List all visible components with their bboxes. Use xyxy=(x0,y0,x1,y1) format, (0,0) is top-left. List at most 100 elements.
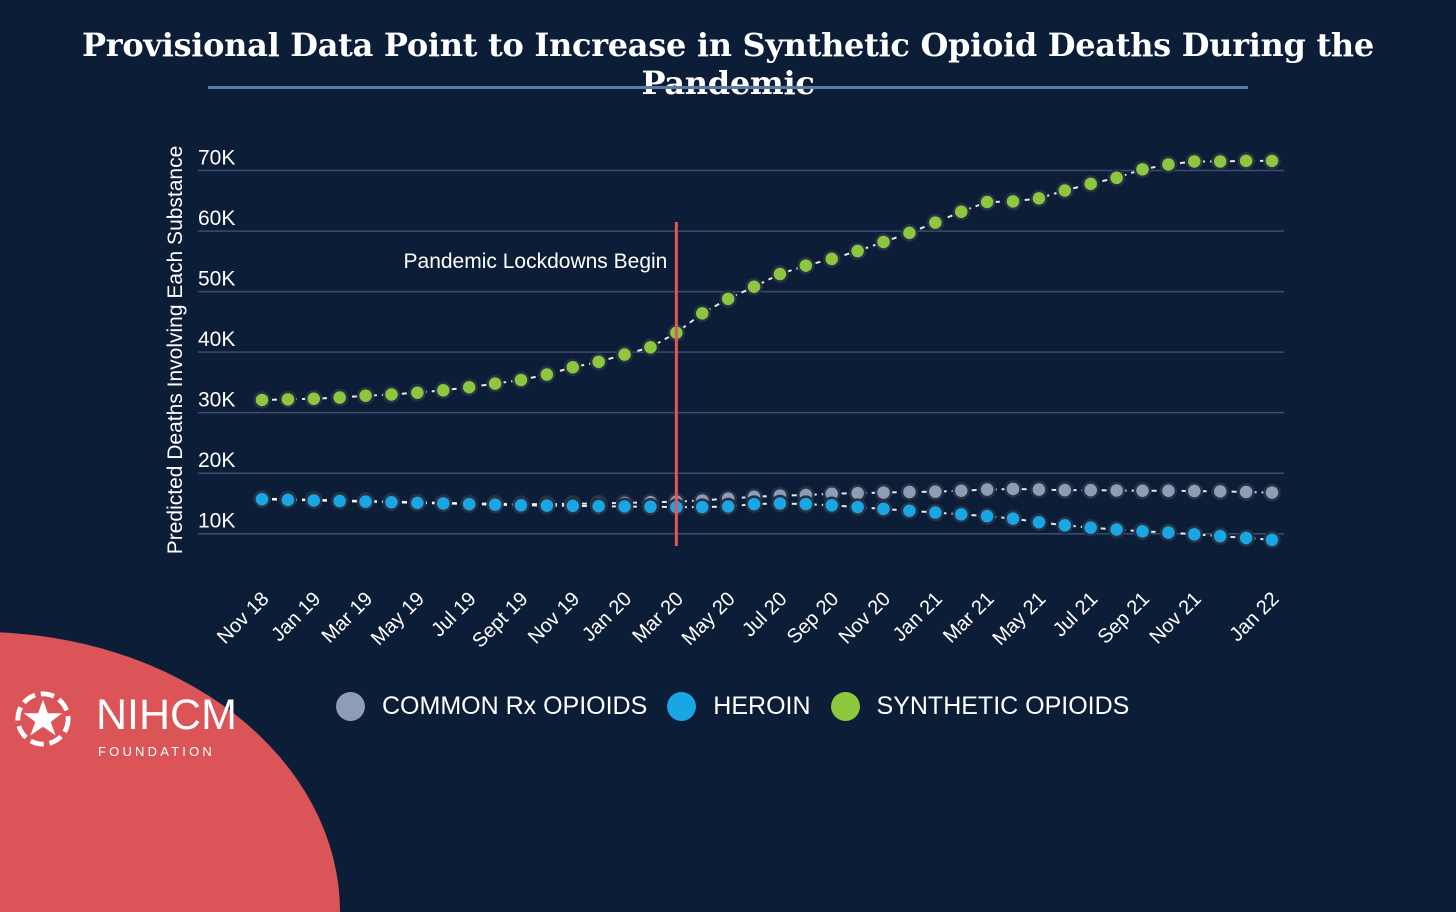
data-point xyxy=(719,497,737,516)
data-point xyxy=(1004,509,1022,528)
x-tick-label: Mar 21 xyxy=(939,588,999,648)
x-tick-label: May 19 xyxy=(367,588,429,650)
y-tick-label: 50K xyxy=(198,268,235,291)
data-point xyxy=(1185,152,1204,171)
data-point xyxy=(382,493,401,512)
legend-swatch-heroin xyxy=(667,691,697,721)
x-tick-label: May 21 xyxy=(989,588,1051,650)
data-point xyxy=(978,193,996,211)
title-divider xyxy=(208,86,1248,89)
data-point xyxy=(434,381,453,400)
data-point xyxy=(771,494,789,513)
y-axis-tick-labels: 10K 20K 30K 40K 50K 60K 70K xyxy=(198,147,235,533)
data-point xyxy=(848,498,867,516)
nihcm-star-icon xyxy=(15,691,71,747)
data-point xyxy=(1211,152,1229,171)
data-point xyxy=(874,500,893,518)
data-point xyxy=(1133,482,1152,500)
y-tick-label: 20K xyxy=(198,449,235,472)
data-point xyxy=(1263,152,1281,170)
legend-swatch-synthetic xyxy=(830,691,860,721)
data-point xyxy=(978,480,996,499)
logo-wordmark: NIHCM xyxy=(96,691,237,739)
data-point xyxy=(797,256,815,275)
pandemic-annotation-label: Pandemic Lockdowns Begin xyxy=(404,250,668,273)
data-point xyxy=(822,496,841,515)
x-tick-label: Jan 21 xyxy=(889,588,947,646)
data-point xyxy=(1056,481,1074,499)
data-point xyxy=(1237,529,1255,547)
y-tick-label: 60K xyxy=(198,207,235,230)
data-point xyxy=(745,495,763,513)
data-point xyxy=(1081,481,1100,499)
page-title: Provisional Data Point to Increase in Sy… xyxy=(82,26,1374,102)
data-point xyxy=(900,501,919,520)
data-point xyxy=(1237,483,1255,501)
data-point xyxy=(305,389,323,408)
x-tick-label: Nov 21 xyxy=(1145,588,1205,648)
data-point xyxy=(952,202,970,221)
data-point xyxy=(330,388,349,407)
data-point xyxy=(1081,175,1100,193)
x-tick-label: Mar 19 xyxy=(318,588,378,648)
y-tick-label: 30K xyxy=(198,389,235,412)
data-point xyxy=(1263,483,1281,502)
data-point xyxy=(641,498,660,516)
data-point xyxy=(382,385,401,404)
series-line xyxy=(261,498,1273,541)
data-point xyxy=(719,290,737,308)
x-tick-label: Nov 19 xyxy=(524,588,584,648)
gridlines xyxy=(198,169,1284,535)
x-tick-label: Sep 20 xyxy=(783,588,843,648)
data-point xyxy=(693,498,712,516)
series-line xyxy=(261,487,1273,506)
x-tick-label: Sept 19 xyxy=(468,588,532,652)
y-tick-label: 70K xyxy=(198,147,235,170)
x-tick-label: Jan 19 xyxy=(267,588,325,646)
data-point xyxy=(926,482,945,501)
x-tick-label: May 20 xyxy=(678,588,740,650)
data-point xyxy=(641,338,660,357)
series-common-rx-opioids xyxy=(253,480,1281,513)
x-tick-label: Jan 20 xyxy=(578,588,636,646)
data-point xyxy=(589,353,608,371)
data-point xyxy=(538,496,556,515)
y-tick-label: 40K xyxy=(198,328,235,351)
data-point xyxy=(1133,522,1152,541)
y-axis-label: Predicted Deaths Involving Each Substanc… xyxy=(164,146,187,555)
data-point xyxy=(1056,181,1074,200)
data-point xyxy=(1030,189,1048,208)
data-point xyxy=(564,358,582,377)
x-tick-label: Sep 21 xyxy=(1094,588,1154,648)
data-point xyxy=(512,496,530,515)
data-point xyxy=(822,250,841,268)
data-point xyxy=(874,233,893,251)
data-point xyxy=(615,345,634,364)
x-tick-label: Jan 22 xyxy=(1226,588,1284,646)
series-heroin xyxy=(253,490,1281,549)
data-point xyxy=(745,278,763,296)
data-point xyxy=(460,495,478,513)
data-point xyxy=(1211,482,1229,501)
data-point xyxy=(1185,525,1204,544)
data-point xyxy=(589,497,608,515)
x-tick-label: Nov 20 xyxy=(835,588,895,648)
data-point xyxy=(1159,482,1178,500)
legend: COMMON Rx OPIOIDS HEROIN SYNTHETIC OPIOI… xyxy=(336,688,1149,724)
data-point xyxy=(330,492,349,510)
data-point xyxy=(1211,527,1229,545)
legend-label-common-rx: COMMON Rx OPIOIDS xyxy=(382,691,648,720)
data-point xyxy=(771,265,789,283)
data-point xyxy=(1263,531,1281,549)
legend-item-common-rx: COMMON Rx OPIOIDS xyxy=(336,691,648,721)
data-point xyxy=(1081,518,1100,537)
data-series xyxy=(253,152,1281,549)
data-point xyxy=(279,491,297,509)
data-point xyxy=(1237,152,1255,170)
data-point xyxy=(538,365,556,384)
data-point xyxy=(952,482,970,500)
data-point xyxy=(848,242,867,260)
data-point xyxy=(978,507,996,525)
legend-label-heroin: HEROIN xyxy=(713,691,811,720)
